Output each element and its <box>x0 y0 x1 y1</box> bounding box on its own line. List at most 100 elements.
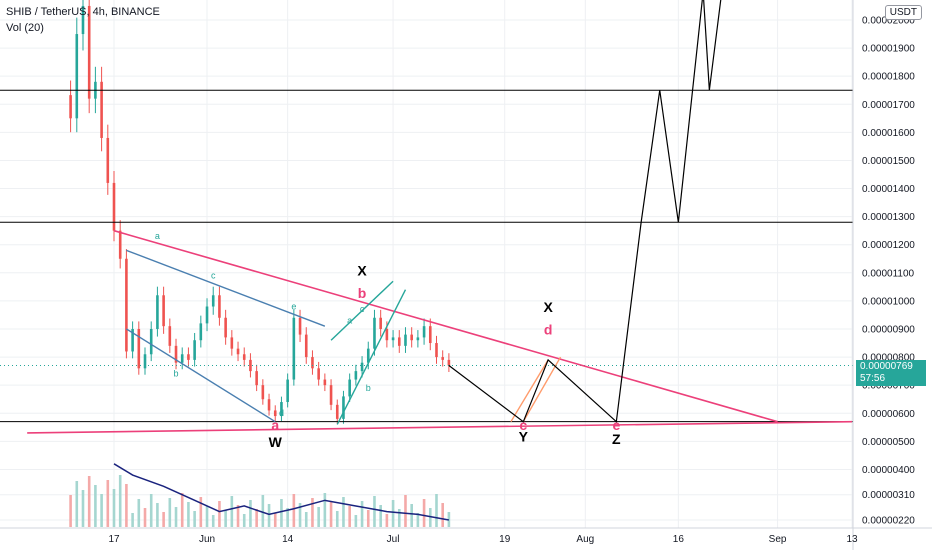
price-tick-label: 0.00001300 <box>862 212 915 223</box>
candle-body <box>168 326 172 346</box>
currency-badge[interactable]: USDT <box>884 5 922 20</box>
price-tick-label: 0.00000400 <box>862 465 915 476</box>
last-price-value: 0.00000769 <box>860 360 913 372</box>
volume-bar <box>441 503 444 527</box>
volume-bar <box>342 497 345 527</box>
candle-body <box>106 137 110 183</box>
candle-body <box>261 385 265 400</box>
wave-label: d <box>544 322 553 338</box>
candle-body <box>267 399 271 411</box>
flag-upper-line[interactable] <box>330 280 394 341</box>
volume-bar <box>112 489 116 527</box>
wave-label: X <box>543 299 553 315</box>
last-price-box: 0.00000769 57:56 <box>856 359 926 386</box>
candle-body <box>441 357 444 360</box>
flag-lower-line[interactable] <box>336 289 407 425</box>
price-tick-label: 0.00001800 <box>862 72 915 83</box>
volume-bar <box>230 496 234 527</box>
volume-bar <box>193 511 196 527</box>
candle-body <box>335 404 339 419</box>
volume-bar <box>422 499 426 527</box>
candle-body <box>137 328 141 369</box>
candle-body <box>385 328 389 341</box>
volume-bar <box>329 502 333 527</box>
time-tick-label: 16 <box>673 534 685 545</box>
price-tick-label: 0.00001600 <box>862 128 915 139</box>
channel-upper-line[interactable] <box>126 249 326 327</box>
volume-bar <box>211 515 215 527</box>
candle-body <box>397 337 401 346</box>
volume-bar <box>280 499 283 527</box>
candle-body <box>280 402 283 417</box>
volume-bar <box>360 501 364 527</box>
volume-bar <box>69 495 72 527</box>
wave-label: b <box>174 369 179 379</box>
candle-body <box>205 306 209 324</box>
candle-body <box>162 295 165 327</box>
volume-bar <box>354 515 358 527</box>
triangle-lower-trendline[interactable] <box>27 420 853 434</box>
volume-bar <box>137 499 141 527</box>
price-tick-label: 0.00001200 <box>862 240 915 251</box>
drawings[interactable] <box>0 0 853 434</box>
time-tick-label: Sep <box>769 534 787 545</box>
channel-lower-line[interactable] <box>126 328 276 423</box>
candle-body <box>218 295 221 318</box>
candles <box>69 0 451 424</box>
volume-bar <box>143 508 147 527</box>
candle-body <box>342 396 345 419</box>
volume-bar <box>125 484 128 527</box>
volume-bar <box>261 495 265 527</box>
volume-bar <box>292 494 296 527</box>
triangle-upper-trendline[interactable] <box>113 229 778 423</box>
price-tick-label: 0.00000220 <box>862 516 915 527</box>
volume-label[interactable]: Vol (20) <box>6 22 44 34</box>
candle-body <box>447 359 451 366</box>
candle-body <box>422 326 426 338</box>
wave-label: a <box>347 315 352 325</box>
projection-path[interactable] <box>448 0 722 423</box>
volume-bar <box>162 512 165 527</box>
orange-channel-upper[interactable] <box>522 356 562 423</box>
candle-body <box>174 345 178 363</box>
volume-bar <box>249 500 252 527</box>
wave-label: b <box>358 285 367 301</box>
candle-body <box>435 343 438 358</box>
price-tick-label: 0.00000600 <box>862 409 915 420</box>
symbol-title[interactable]: SHIB / TetherUS, 4h, BINANCE <box>6 6 160 18</box>
wave-label: X <box>357 263 367 279</box>
volume-bar <box>385 514 389 527</box>
candle-body <box>118 230 122 259</box>
price-tick-label: 0.00002000 <box>862 16 915 27</box>
candle-body <box>131 328 134 352</box>
volume-bar <box>94 485 97 527</box>
candle-body <box>404 334 407 346</box>
volume-bar <box>379 505 382 527</box>
price-tick-label: 0.00001100 <box>862 268 915 279</box>
price-tick-label: 0.00001400 <box>862 184 915 195</box>
volume-bar <box>180 493 184 527</box>
price-tick-label: 0.00000900 <box>862 324 915 335</box>
volume-bar <box>236 505 240 527</box>
volume-bar <box>317 507 320 527</box>
orange-channel-lower[interactable] <box>510 359 549 423</box>
candle-body <box>373 317 376 349</box>
candle-body <box>273 410 277 417</box>
wave-label: c <box>360 304 365 314</box>
time-axis[interactable]: 17 Jun 14 Jul 19 Aug 16 Sep 13 <box>0 527 932 545</box>
candle-body <box>311 357 314 369</box>
candle-body <box>143 354 147 369</box>
candle-body <box>230 337 234 349</box>
volume-bar <box>286 508 289 527</box>
candle-body <box>323 379 327 386</box>
volume-bar <box>335 511 339 527</box>
candle-body <box>125 258 128 352</box>
volume-bar <box>435 494 438 527</box>
candle-body <box>199 323 203 341</box>
volume-bar <box>410 504 413 527</box>
price-axis[interactable]: 0.00002000 0.00001900 0.00001800 0.00001700… <box>852 0 915 550</box>
candle-body <box>75 34 79 119</box>
